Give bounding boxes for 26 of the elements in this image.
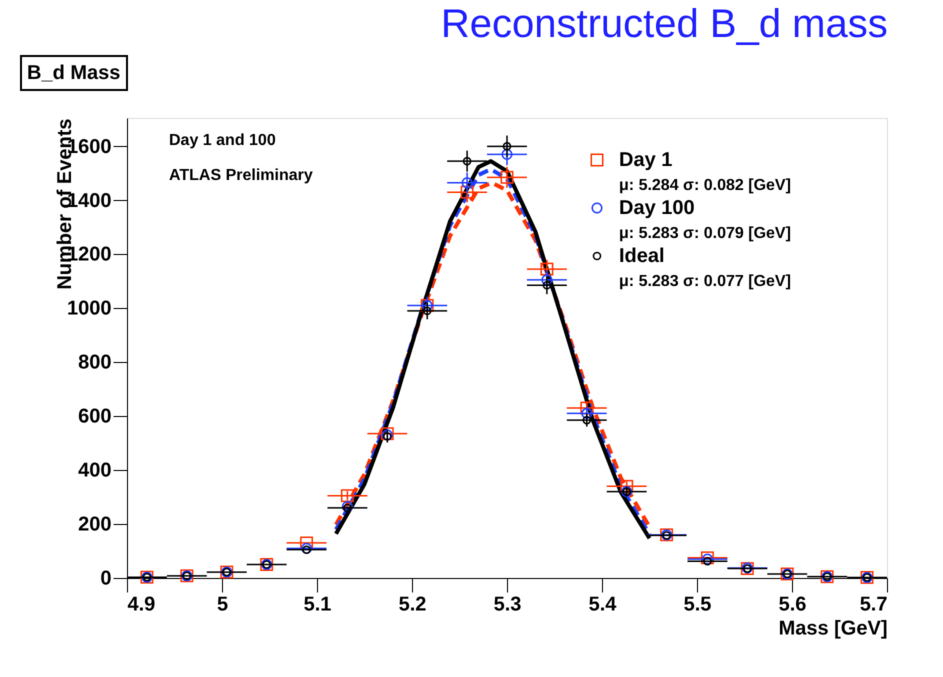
annotation: Day 1 and 100 [169,132,276,149]
y-tick-label: 400 [78,460,112,482]
legend-label: Ideal [619,245,665,267]
annotation: μ: 5.283 σ: 0.079 [GeV] [619,225,791,242]
annotation: μ: 5.284 σ: 0.082 [GeV] [619,177,791,194]
y-tick-label: 1000 [67,298,112,320]
text: B_d Mass [27,62,120,84]
y-tick-label: 600 [78,406,112,428]
x-tick-label: 5.2 [398,594,426,616]
legend-label: Day 100 [619,197,695,219]
y-tick-label: 0 [100,568,112,590]
x-tick-label: 5.6 [778,594,806,616]
x-tick-label: 5.5 [684,594,712,616]
legend-label: Day 1 [619,149,672,171]
x-tick-label: 5.7 [860,594,888,616]
x-tick-label: 5 [216,594,228,616]
y-tick-label: 800 [78,352,112,374]
x-tick-label: 5.3 [494,594,522,616]
x-tick-label: 5.1 [304,594,332,616]
x-tick-label: 5.4 [588,594,618,616]
y-tick-label: 200 [78,514,112,536]
annotation: ATLAS Preliminary [169,167,313,184]
annotation: μ: 5.283 σ: 0.077 [GeV] [619,273,791,290]
chart-title: Reconstructed B_d mass [440,2,888,46]
x-tick-label: 4.9 [128,594,156,616]
x-axis-title: Mass [GeV] [778,618,888,640]
